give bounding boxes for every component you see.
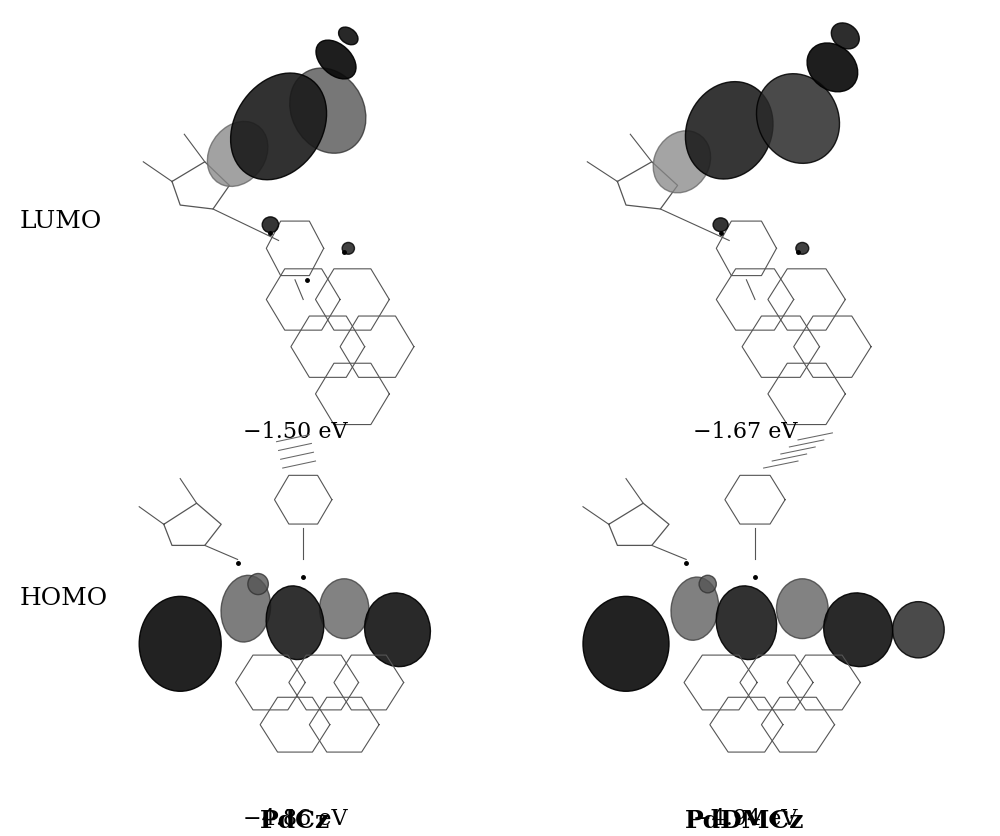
Ellipse shape — [316, 41, 356, 79]
Ellipse shape — [796, 243, 809, 255]
Ellipse shape — [831, 24, 859, 50]
Ellipse shape — [713, 218, 728, 232]
Ellipse shape — [342, 243, 354, 255]
Ellipse shape — [777, 579, 828, 639]
Ellipse shape — [365, 594, 430, 667]
Ellipse shape — [266, 586, 324, 660]
Ellipse shape — [221, 576, 271, 642]
Text: HOMO: HOMO — [20, 586, 108, 609]
Ellipse shape — [262, 217, 279, 233]
Ellipse shape — [290, 69, 366, 154]
Ellipse shape — [583, 597, 669, 691]
Ellipse shape — [231, 74, 327, 181]
Ellipse shape — [716, 586, 777, 660]
Ellipse shape — [756, 74, 840, 164]
Ellipse shape — [320, 579, 369, 639]
Ellipse shape — [671, 578, 719, 640]
Ellipse shape — [339, 28, 358, 46]
Text: −4.94 eV: −4.94 eV — [693, 807, 797, 828]
Ellipse shape — [248, 573, 268, 595]
Text: LUMO: LUMO — [20, 210, 102, 233]
Ellipse shape — [807, 44, 858, 93]
Ellipse shape — [893, 602, 944, 658]
Ellipse shape — [824, 594, 893, 667]
Ellipse shape — [207, 122, 268, 187]
Text: −1.67 eV: −1.67 eV — [693, 421, 797, 442]
Text: PdCz: PdCz — [260, 808, 330, 832]
Ellipse shape — [685, 83, 773, 180]
Text: −4.86 eV: −4.86 eV — [243, 807, 347, 828]
Ellipse shape — [139, 597, 221, 691]
Text: −1.50 eV: −1.50 eV — [243, 421, 347, 442]
Ellipse shape — [699, 575, 716, 594]
Ellipse shape — [653, 131, 711, 194]
Text: PdDMCz: PdDMCz — [685, 808, 805, 832]
